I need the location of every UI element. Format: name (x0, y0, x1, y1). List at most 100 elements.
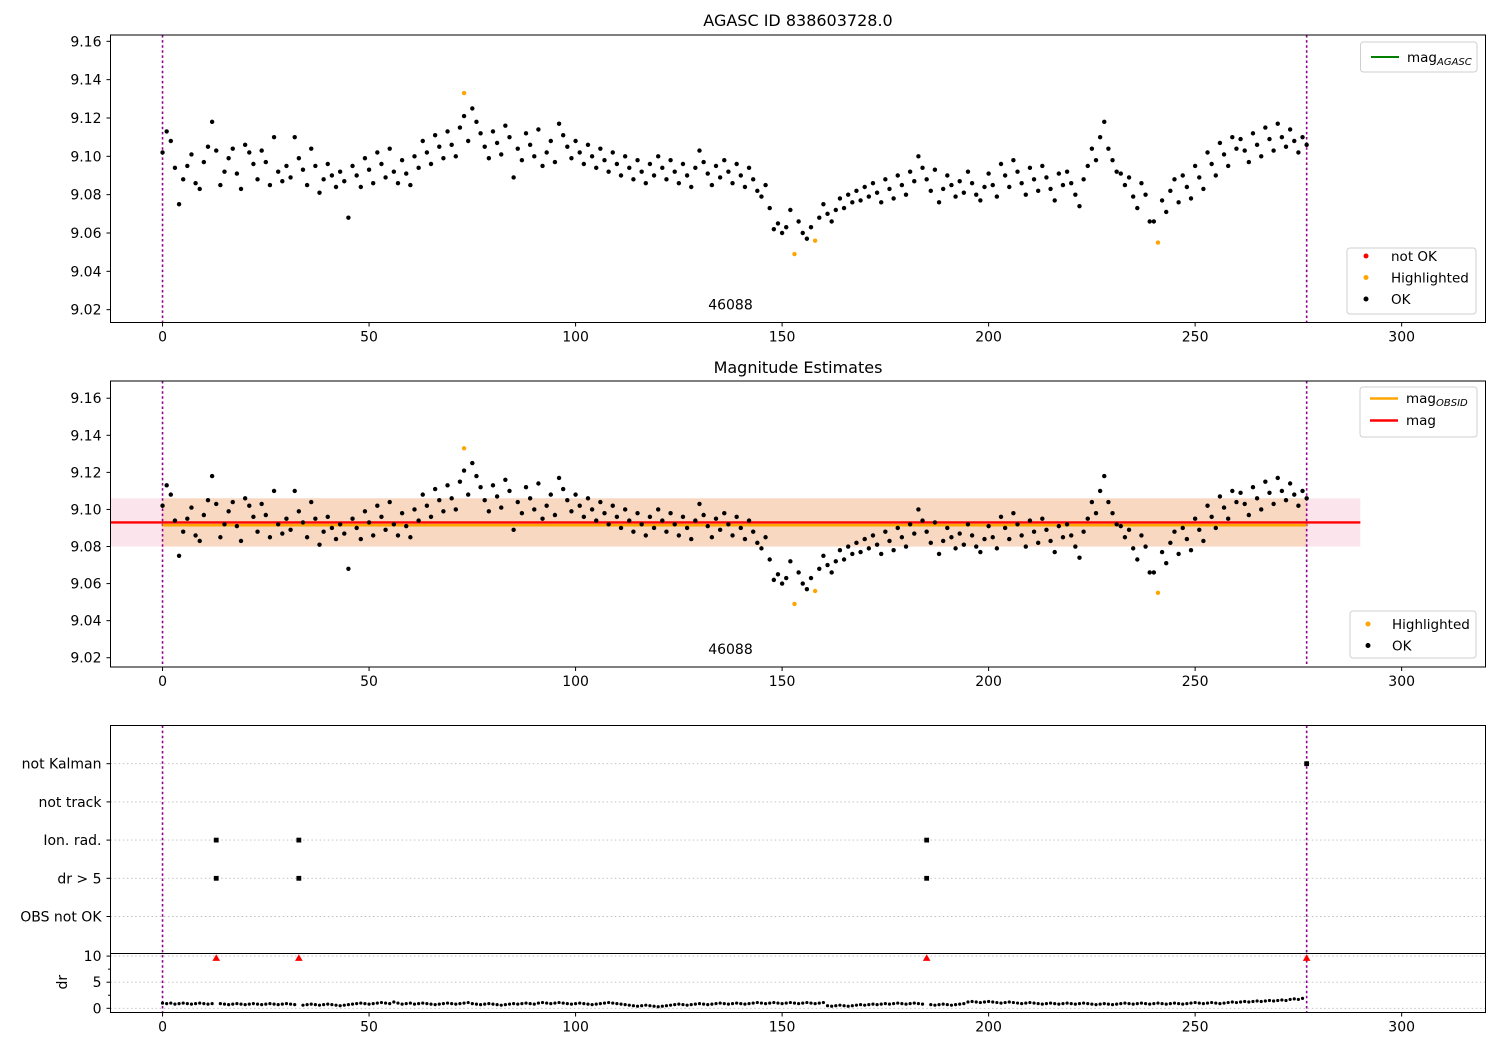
dr-point (908, 1002, 912, 1006)
dr-point (578, 1001, 582, 1005)
dr-point (1127, 1002, 1131, 1006)
dr-point (1234, 1000, 1239, 1005)
data-point (676, 533, 682, 538)
dr-point (425, 1002, 429, 1006)
dr-point (693, 1002, 697, 1006)
y-tick-label: 9.04 (70, 614, 101, 630)
dr-point (1280, 998, 1284, 1002)
dr-point (371, 1002, 375, 1006)
data-point (858, 549, 863, 555)
data-point (275, 169, 281, 174)
data-point (1097, 488, 1103, 494)
data-point (1271, 148, 1276, 153)
data-point (1011, 510, 1016, 516)
data-point (1238, 136, 1243, 142)
data-point (1019, 180, 1024, 186)
dr-point (454, 1002, 458, 1006)
data-point (354, 525, 359, 531)
dr-point (900, 1002, 904, 1006)
dr-point (871, 1002, 875, 1006)
data-point (437, 497, 442, 503)
top-obsid-annotation: 46088 (708, 298, 753, 314)
dr-point (916, 1002, 921, 1006)
data-point (1180, 525, 1185, 531)
data-point (536, 127, 541, 132)
data-point (1139, 533, 1144, 538)
data-point (565, 144, 570, 149)
data-point (470, 460, 475, 466)
dr-point (450, 1002, 454, 1006)
data-point (292, 488, 297, 494)
y-tick-label: 9.12 (70, 465, 101, 481)
data-point (238, 538, 244, 544)
dr-point (235, 1002, 239, 1006)
data-point (569, 509, 574, 514)
dr-point (545, 1001, 549, 1005)
data-point (251, 161, 256, 167)
dr-point (726, 1002, 731, 1006)
dr-point (528, 1002, 532, 1006)
dr-point (970, 999, 974, 1004)
dr-point (433, 1003, 437, 1007)
data-point (255, 177, 260, 182)
dr-point (359, 1001, 363, 1005)
data-point (858, 198, 863, 203)
dr-point (322, 1003, 326, 1007)
data-point (333, 536, 339, 542)
dr-point (739, 1002, 743, 1006)
data-point (660, 165, 665, 171)
data-point (218, 182, 223, 188)
data-point (234, 523, 240, 529)
data-point (829, 219, 834, 224)
y-tick-label: 9.16 (70, 391, 101, 407)
dr-point (251, 1002, 256, 1006)
dr-point (1164, 1002, 1168, 1006)
data-point (1118, 523, 1123, 529)
dr-point (817, 1001, 821, 1005)
data-point (519, 510, 525, 516)
dr-point (532, 1002, 536, 1006)
legend-marker (1363, 275, 1369, 280)
dr-point (987, 999, 991, 1004)
data-point (903, 544, 909, 549)
dr-point (160, 1001, 165, 1005)
dr-point (1193, 1000, 1197, 1005)
dr-point (474, 1002, 479, 1006)
dr-point (1020, 1002, 1024, 1006)
flag-point (1304, 761, 1310, 767)
data-point (1048, 538, 1053, 544)
dr-point (1177, 1002, 1181, 1006)
data-point (1130, 194, 1136, 199)
top-highlighted-points (461, 90, 1161, 257)
data-point (515, 146, 520, 151)
data-point (916, 507, 921, 512)
data-point (953, 194, 958, 199)
data-point (1209, 161, 1214, 167)
data-point (1304, 496, 1309, 501)
data-point (771, 577, 777, 583)
dr-point (1238, 1000, 1243, 1004)
data-point (639, 169, 644, 174)
x-tick-label: 0 (158, 674, 167, 690)
data-point (660, 518, 665, 523)
data-point (560, 133, 566, 138)
data-point (1184, 184, 1190, 190)
data-point (168, 138, 174, 144)
dr-point (1015, 1001, 1020, 1005)
data-point (1279, 134, 1285, 140)
x-tick-label: 50 (360, 1020, 378, 1036)
data-point (329, 173, 335, 178)
middle-panel-title: Magnitude Estimates (714, 358, 883, 377)
dr-point (978, 1000, 982, 1005)
data-point (420, 492, 425, 497)
data-point (226, 156, 231, 161)
data-point (337, 522, 343, 527)
data-point (428, 514, 434, 520)
data-point (366, 167, 372, 172)
data-point (796, 570, 801, 575)
data-point (965, 169, 971, 174)
data-point (428, 161, 434, 167)
top-ok-points (160, 106, 1309, 241)
data-point (1114, 522, 1119, 527)
